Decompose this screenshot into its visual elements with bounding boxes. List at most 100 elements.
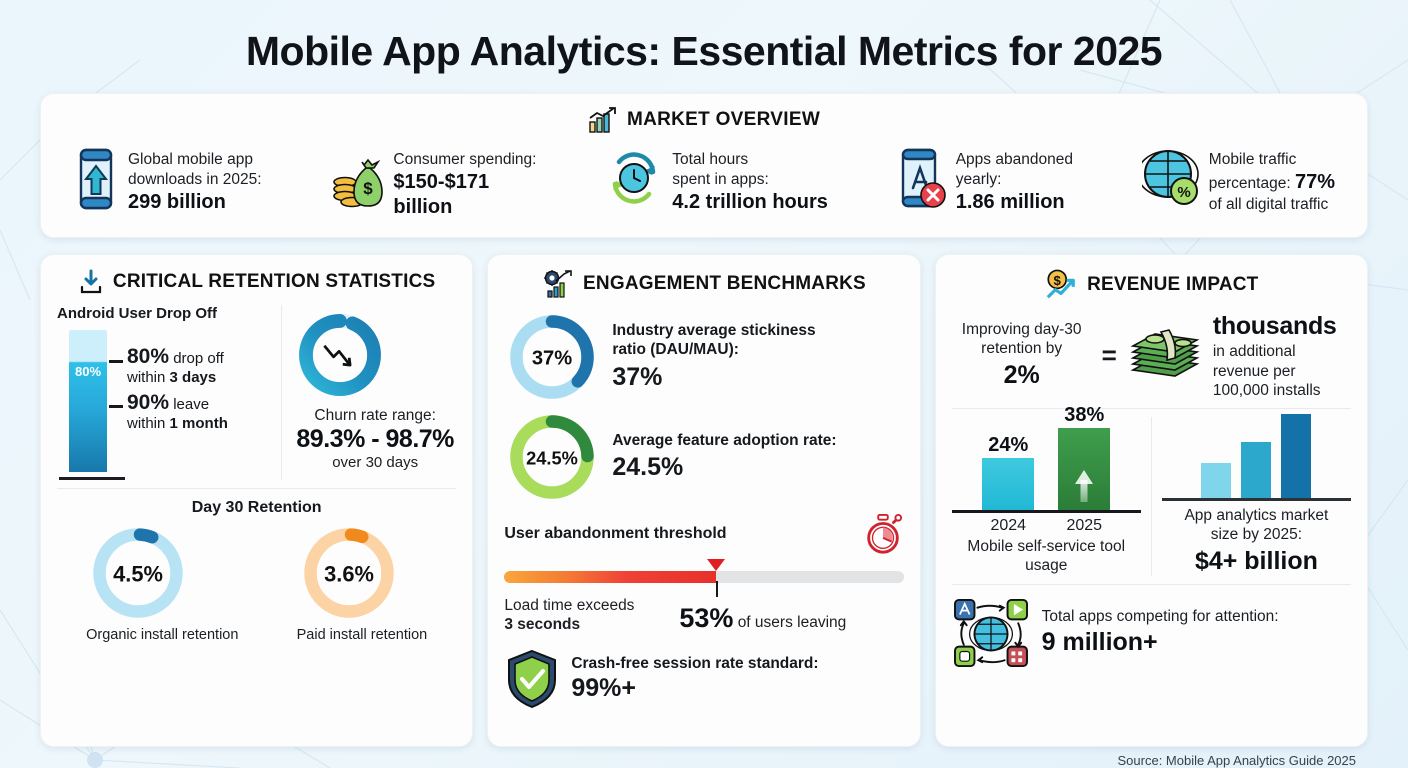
callout-90-text: leave <box>173 396 210 414</box>
day30-paid: 3.6% Paid install retention <box>297 521 427 643</box>
self-service-caption: Mobile self-service tool usage <box>967 538 1126 574</box>
bar-2025-value: 38% <box>1064 404 1105 427</box>
market-item-value: $150-$171 <box>393 170 490 193</box>
market-bar-2 <box>1241 442 1272 499</box>
market-size-chart: App analytics market size by 2025: $4+ b… <box>1161 414 1351 575</box>
growth-arrow-icon <box>1075 470 1094 485</box>
churn-caption: Churn rate range: <box>314 407 436 425</box>
abandonment-slider[interactable] <box>504 559 904 598</box>
market-item-label2: yearly: <box>955 170 1002 188</box>
churn-donut-chart <box>299 314 381 396</box>
market-item-value: 299 billion <box>128 190 226 213</box>
market-overview-items: Global mobile app downloads in 2025: 299… <box>59 148 1349 221</box>
market-overview-title: MARKET OVERVIEW <box>626 109 821 130</box>
revenue-divider-1 <box>951 408 1351 410</box>
abandonment-pct-label: of users leaving <box>737 614 847 632</box>
bar-2024-value: 24% <box>988 434 1029 457</box>
loadtime-label: Load time exceeds <box>504 597 635 615</box>
svg-text:$: $ <box>364 179 374 198</box>
revenue-right-1: in additional <box>1212 343 1296 361</box>
revenue-panel: $ REVENUE IMPACT Improving day-30 retent… <box>934 254 1368 747</box>
svg-text:$: $ <box>1054 273 1062 288</box>
cash-stack-icon <box>1127 326 1203 386</box>
download-arrow-icon <box>78 269 104 295</box>
market-item-value2: billion <box>393 196 453 219</box>
revenue-heading: $ REVENUE IMPACT <box>952 269 1351 301</box>
market-item-label: Apps abandoned <box>955 151 1073 168</box>
revenue-left-value: 2% <box>1003 361 1040 390</box>
equals-operator: = <box>1101 340 1117 371</box>
callout-90-within: within <box>127 415 170 433</box>
apps-competing-value: 9 million+ <box>1041 628 1158 657</box>
revenue-left-1: Improving day-30 <box>961 320 1082 338</box>
app-store-error-icon <box>897 148 947 210</box>
market-item-value: 77% <box>1294 170 1335 193</box>
market-item-traffic: % Mobile traffic percentage: 77% of all … <box>1141 148 1335 215</box>
phone-upload-icon <box>73 148 119 210</box>
stickiness-donut: 37% <box>510 315 595 399</box>
market-item-hours: Total hours spent in apps: 4.2 trillion … <box>605 148 828 215</box>
revenue-divider-2 <box>951 583 1351 585</box>
churn-sub: over 30 days <box>332 454 419 472</box>
svg-text:%: % <box>1177 184 1190 201</box>
abandonment-title: User abandonment threshold <box>504 525 727 543</box>
callout-80-text: drop off <box>173 350 224 368</box>
market-bar-3 <box>1281 414 1312 499</box>
revenue-right-big: thousands <box>1212 312 1337 341</box>
retention-divider <box>57 488 457 490</box>
self-service-bars: 24% 38% <box>951 404 1141 514</box>
dropoff-bar-chart: 80% 80% drop off within 3 days 90% leave <box>57 330 269 481</box>
crash-free-metric: Crash-free session rate standard: 99%+ <box>504 648 903 710</box>
churn-value: 89.3% - 98.7% <box>296 425 454 454</box>
engagement-panel: ENGAGEMENT BENCHMARKS 37% Industry avera… <box>487 254 921 747</box>
revenue-right-3: 100,000 installs <box>1212 382 1321 400</box>
panels-row: CRITICAL RETENTION STATISTICS Android Us… <box>40 254 1368 747</box>
market-size-value: $4+ billion <box>1194 546 1318 575</box>
market-item-label: Consumer spending: <box>393 151 537 168</box>
market-item-value: 1.86 million <box>955 190 1065 213</box>
bar-2025: 38% <box>1058 404 1111 511</box>
callout-80: 80% drop off within 3 days <box>127 344 224 387</box>
slider-marker-icon[interactable] <box>706 559 725 572</box>
adoption-donut-value: 24.5% <box>526 448 578 469</box>
adoption-label-1: Average feature adoption rate: <box>612 431 837 449</box>
market-size-bars <box>1161 414 1351 502</box>
shield-check-icon <box>504 648 560 710</box>
engagement-heading: ENGAGEMENT BENCHMARKS <box>504 269 903 299</box>
callout-80-period: 3 days <box>169 369 217 387</box>
market-item-downloads: Global mobile app downloads in 2025: 299… <box>73 148 262 215</box>
abandonment-header: User abandonment threshold <box>504 513 903 555</box>
revenue-equation: Improving day-30 retention by 2% = <box>952 311 1351 400</box>
day30-title: Day 30 Retention <box>191 499 322 517</box>
x-label-2025: 2025 <box>1066 517 1103 535</box>
x-label-2024: 2024 <box>990 517 1027 535</box>
paid-retention-value: 3.6% <box>324 561 374 586</box>
bar-2024: 24% <box>982 434 1035 511</box>
organic-retention-donut: 4.5% <box>93 528 183 618</box>
stickiness-metric: 37% Industry average stickiness ratio (D… <box>504 309 903 405</box>
globe-percent-icon: % <box>1141 148 1200 206</box>
dropoff-title: Android User Drop Off <box>57 305 217 323</box>
growth-arrow-stem <box>1080 480 1088 503</box>
callout-90: 90% leave within 1 month <box>127 390 228 433</box>
revenue-left-2: retention by <box>981 340 1063 358</box>
gear-chart-icon <box>542 269 574 299</box>
tick-90 <box>109 405 123 409</box>
market-item-value: 4.2 trillion hours <box>672 190 828 213</box>
adoption-donut: 24.5% <box>510 415 595 499</box>
stickiness-value: 37% <box>612 362 663 391</box>
market-item-label: Total hours <box>672 151 749 168</box>
paid-retention-donut: 3.6% <box>303 528 394 618</box>
source-note: Source: Mobile App Analytics Guide 2025 <box>1117 753 1356 768</box>
market-item-abandoned: Apps abandoned yearly: 1.86 million <box>897 148 1073 215</box>
market-item-label2: downloads in 2025: <box>128 170 262 188</box>
market-overview-heading: MARKET OVERVIEW <box>59 106 1349 134</box>
revenue-title: REVENUE IMPACT <box>1087 274 1259 296</box>
organic-retention-value: 4.5% <box>113 561 163 586</box>
abandonment-footer: Load time exceeds 3 seconds 53% of users… <box>504 597 903 634</box>
dropoff-bar-label: 80% <box>74 364 102 380</box>
retention-panel: CRITICAL RETENTION STATISTICS Android Us… <box>40 254 474 747</box>
callout-80-pct: 80% <box>127 345 170 369</box>
market-size-caption-2: size by 2025: <box>1210 525 1303 543</box>
